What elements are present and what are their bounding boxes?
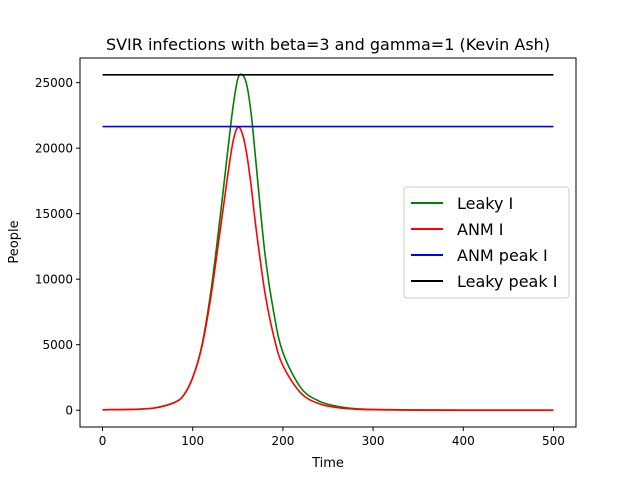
x-tick-label: 500 bbox=[542, 434, 565, 448]
y-axis-label: People bbox=[7, 220, 22, 263]
y-tick-label: 20000 bbox=[35, 142, 73, 156]
x-tick-label: 0 bbox=[99, 434, 107, 448]
legend-box bbox=[403, 186, 570, 299]
series-layer bbox=[102, 73, 554, 412]
y-tick-label: 5000 bbox=[42, 338, 73, 352]
x-axis-label: Time bbox=[311, 456, 344, 471]
series-line-anm-i bbox=[102, 126, 554, 412]
chart-title: SVIR infections with beta=3 and gamma=1 … bbox=[106, 35, 550, 54]
x-tick-label: 300 bbox=[362, 434, 385, 448]
y-axis: 0 5000 10000 15000 20000 25000 bbox=[35, 76, 80, 418]
y-tick-label: 15000 bbox=[35, 207, 73, 221]
legend-label-leaky-i: Leaky I bbox=[457, 194, 513, 213]
x-tick-label: 200 bbox=[271, 434, 294, 448]
y-tick-label: 10000 bbox=[35, 273, 73, 287]
x-tick-label: 100 bbox=[181, 434, 204, 448]
legend-label-anm-peak-i: ANM peak I bbox=[457, 246, 548, 265]
legend: Leaky I ANM I ANM peak I Leaky peak I bbox=[403, 186, 570, 299]
x-tick-label: 400 bbox=[452, 434, 475, 448]
y-tick-label: 25000 bbox=[35, 76, 73, 90]
plot-frame bbox=[79, 57, 577, 428]
legend-label-leaky-peak-i: Leaky peak I bbox=[457, 272, 557, 291]
x-axis: 0 100 200 300 400 500 bbox=[99, 427, 565, 448]
y-tick-label: 0 bbox=[65, 404, 73, 418]
legend-label-anm-i: ANM I bbox=[457, 220, 504, 239]
